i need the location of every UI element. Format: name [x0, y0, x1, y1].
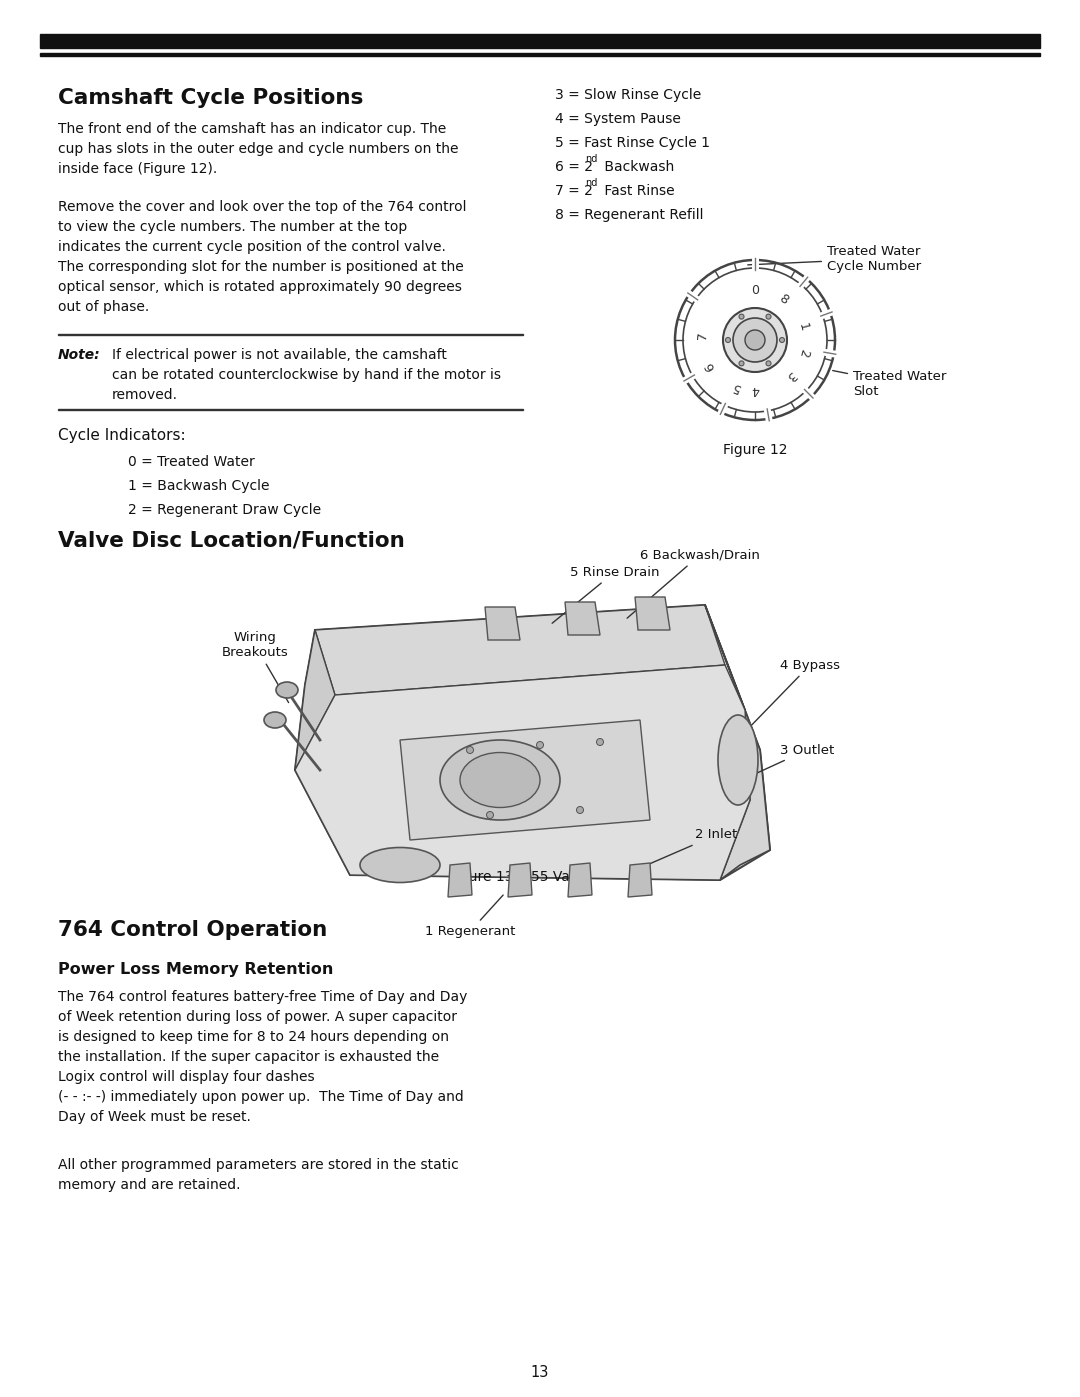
Circle shape: [723, 307, 787, 372]
Text: Backwash: Backwash: [599, 161, 674, 175]
Text: 5 Rinse Drain: 5 Rinse Drain: [552, 566, 660, 623]
Ellipse shape: [440, 740, 561, 820]
Circle shape: [733, 319, 777, 362]
Text: 764 Control Operation: 764 Control Operation: [58, 921, 327, 940]
Text: Figure 12: Figure 12: [723, 443, 787, 457]
Text: 5 = Fast Rinse Cycle 1: 5 = Fast Rinse Cycle 1: [555, 136, 710, 149]
Text: 4 = System Pause: 4 = System Pause: [555, 112, 680, 126]
Circle shape: [726, 338, 730, 342]
Polygon shape: [295, 665, 750, 880]
Ellipse shape: [360, 848, 440, 883]
Text: 1: 1: [796, 321, 811, 332]
Text: 4 Bypass: 4 Bypass: [744, 658, 840, 733]
Text: 3 Outlet: 3 Outlet: [723, 743, 834, 789]
Text: 1 Regenerant: 1 Regenerant: [424, 895, 515, 937]
Circle shape: [780, 338, 784, 342]
Circle shape: [745, 330, 765, 351]
Polygon shape: [315, 605, 725, 694]
Text: 2 Inlet: 2 Inlet: [643, 828, 738, 868]
Text: 3 = Slow Rinse Cycle: 3 = Slow Rinse Cycle: [555, 88, 701, 102]
Text: 2: 2: [796, 348, 811, 359]
Polygon shape: [508, 863, 532, 897]
Text: nd: nd: [585, 177, 598, 189]
Ellipse shape: [718, 715, 758, 805]
Text: 8 = Regenerant Refill: 8 = Regenerant Refill: [555, 208, 703, 222]
Text: Remove the cover and look over the top of the 764 control
to view the cycle numb: Remove the cover and look over the top o…: [58, 200, 467, 314]
Polygon shape: [295, 605, 770, 880]
Polygon shape: [448, 863, 472, 897]
Text: 2 = Regenerant Draw Cycle: 2 = Regenerant Draw Cycle: [129, 503, 321, 517]
Text: If electrical power is not available, the camshaft
can be rotated counterclockwi: If electrical power is not available, th…: [112, 348, 501, 402]
Circle shape: [577, 806, 583, 813]
Text: Treated Water
Cycle Number: Treated Water Cycle Number: [747, 244, 921, 272]
Text: Power Loss Memory Retention: Power Loss Memory Retention: [58, 963, 334, 977]
Circle shape: [766, 314, 771, 319]
Text: 1 = Backwash Cycle: 1 = Backwash Cycle: [129, 479, 270, 493]
Bar: [58, 408, 523, 409]
Circle shape: [739, 360, 744, 366]
Text: 8: 8: [777, 292, 791, 307]
Text: Cycle Indicators:: Cycle Indicators:: [58, 427, 186, 443]
Ellipse shape: [276, 682, 298, 698]
Ellipse shape: [264, 712, 286, 728]
Text: 13: 13: [530, 1365, 550, 1380]
Text: The 764 control features battery-free Time of Day and Day
of Week retention duri: The 764 control features battery-free Ti…: [58, 990, 468, 1125]
Text: Note:: Note:: [58, 348, 100, 362]
Text: Valve Disc Location/Function: Valve Disc Location/Function: [58, 529, 405, 550]
Circle shape: [596, 739, 604, 746]
Bar: [40, 34, 1040, 47]
Text: 7 = 2: 7 = 2: [555, 184, 593, 198]
Text: 3: 3: [783, 367, 798, 383]
Polygon shape: [295, 630, 335, 770]
Ellipse shape: [460, 753, 540, 807]
Text: Fast Rinse: Fast Rinse: [599, 184, 674, 198]
Polygon shape: [568, 863, 592, 897]
Text: 6 = 2: 6 = 2: [555, 161, 593, 175]
Polygon shape: [565, 602, 600, 636]
Text: Treated Water
Slot: Treated Water Slot: [833, 370, 946, 398]
Polygon shape: [400, 719, 650, 840]
Circle shape: [486, 812, 494, 819]
Polygon shape: [627, 863, 652, 897]
Polygon shape: [485, 608, 519, 640]
Polygon shape: [705, 605, 770, 880]
Text: Camshaft Cycle Positions: Camshaft Cycle Positions: [58, 88, 363, 108]
Text: 0: 0: [751, 284, 759, 296]
Circle shape: [467, 746, 473, 753]
Text: 4: 4: [751, 384, 759, 397]
Text: 6 Backwash/Drain: 6 Backwash/Drain: [627, 549, 760, 619]
Circle shape: [766, 360, 771, 366]
Text: Wiring
Breakouts: Wiring Breakouts: [221, 631, 288, 703]
Text: All other programmed parameters are stored in the static
memory and are retained: All other programmed parameters are stor…: [58, 1158, 459, 1192]
Text: 7: 7: [697, 331, 710, 339]
Text: The front end of the camshaft has an indicator cup. The
cup has slots in the out: The front end of the camshaft has an ind…: [58, 122, 459, 176]
Text: 5: 5: [730, 379, 742, 394]
Circle shape: [739, 314, 744, 319]
Text: 0 = Treated Water: 0 = Treated Water: [129, 455, 255, 469]
Text: nd: nd: [585, 154, 598, 163]
Text: Figure 13  255 Valve: Figure 13 255 Valve: [449, 870, 591, 884]
Text: 6: 6: [702, 359, 717, 373]
Bar: [58, 334, 523, 335]
Polygon shape: [635, 597, 670, 630]
Circle shape: [537, 742, 543, 749]
Bar: [40, 53, 1040, 56]
